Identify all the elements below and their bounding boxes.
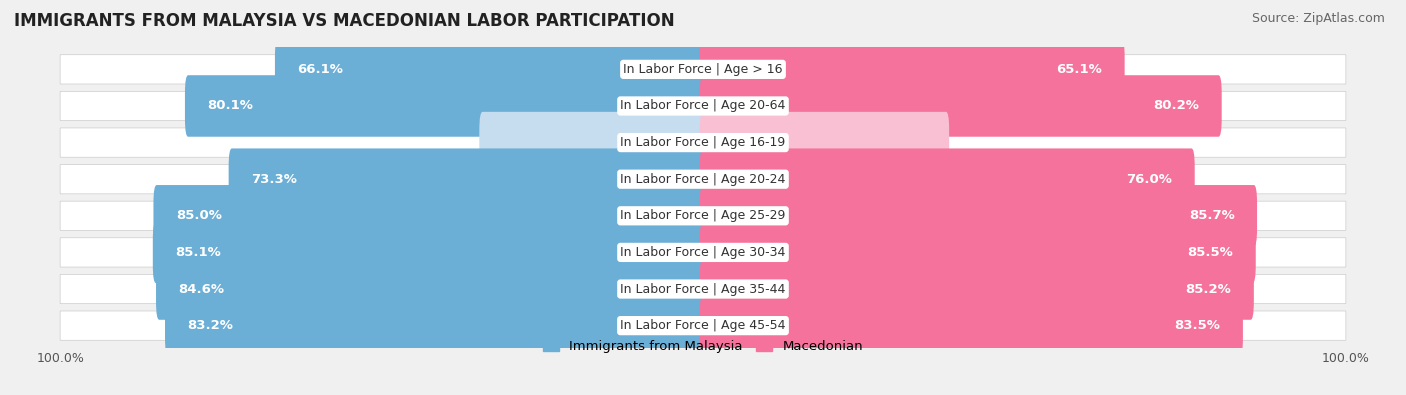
FancyBboxPatch shape [60, 201, 1346, 230]
FancyBboxPatch shape [186, 75, 706, 137]
Text: 66.1%: 66.1% [298, 63, 343, 76]
FancyBboxPatch shape [700, 295, 1243, 356]
FancyBboxPatch shape [700, 39, 1125, 100]
FancyBboxPatch shape [153, 222, 706, 283]
Text: 34.3%: 34.3% [644, 136, 690, 149]
FancyBboxPatch shape [229, 149, 706, 210]
Text: In Labor Force | Age 20-64: In Labor Force | Age 20-64 [620, 100, 786, 113]
Text: 83.2%: 83.2% [187, 319, 233, 332]
FancyBboxPatch shape [700, 222, 1256, 283]
FancyBboxPatch shape [60, 55, 1346, 84]
Text: 84.6%: 84.6% [179, 282, 225, 295]
Text: Source: ZipAtlas.com: Source: ZipAtlas.com [1251, 12, 1385, 25]
FancyBboxPatch shape [60, 128, 1346, 157]
Text: 80.2%: 80.2% [1153, 100, 1199, 113]
FancyBboxPatch shape [60, 238, 1346, 267]
FancyBboxPatch shape [165, 295, 706, 356]
Text: IMMIGRANTS FROM MALAYSIA VS MACEDONIAN LABOR PARTICIPATION: IMMIGRANTS FROM MALAYSIA VS MACEDONIAN L… [14, 12, 675, 30]
Text: In Labor Force | Age 45-54: In Labor Force | Age 45-54 [620, 319, 786, 332]
Legend: Immigrants from Malaysia, Macedonian: Immigrants from Malaysia, Macedonian [543, 340, 863, 353]
FancyBboxPatch shape [60, 91, 1346, 120]
Text: In Labor Force | Age > 16: In Labor Force | Age > 16 [623, 63, 783, 76]
FancyBboxPatch shape [60, 165, 1346, 194]
Text: 73.3%: 73.3% [252, 173, 297, 186]
FancyBboxPatch shape [153, 185, 706, 246]
Text: In Labor Force | Age 25-29: In Labor Force | Age 25-29 [620, 209, 786, 222]
Text: 85.7%: 85.7% [1189, 209, 1234, 222]
Text: 76.0%: 76.0% [1126, 173, 1173, 186]
FancyBboxPatch shape [700, 149, 1195, 210]
Text: 85.2%: 85.2% [1185, 282, 1232, 295]
Text: 37.8%: 37.8% [716, 136, 762, 149]
FancyBboxPatch shape [60, 275, 1346, 304]
FancyBboxPatch shape [479, 112, 706, 173]
Text: 65.1%: 65.1% [1056, 63, 1102, 76]
Text: 85.5%: 85.5% [1188, 246, 1233, 259]
Text: In Labor Force | Age 30-34: In Labor Force | Age 30-34 [620, 246, 786, 259]
Text: In Labor Force | Age 20-24: In Labor Force | Age 20-24 [620, 173, 786, 186]
FancyBboxPatch shape [156, 258, 706, 320]
FancyBboxPatch shape [276, 39, 706, 100]
FancyBboxPatch shape [700, 258, 1254, 320]
Text: 83.5%: 83.5% [1174, 319, 1220, 332]
FancyBboxPatch shape [700, 75, 1222, 137]
Text: 85.0%: 85.0% [176, 209, 222, 222]
Text: In Labor Force | Age 16-19: In Labor Force | Age 16-19 [620, 136, 786, 149]
FancyBboxPatch shape [700, 185, 1257, 246]
FancyBboxPatch shape [700, 112, 949, 173]
Text: 85.1%: 85.1% [176, 246, 221, 259]
Text: In Labor Force | Age 35-44: In Labor Force | Age 35-44 [620, 282, 786, 295]
Text: 80.1%: 80.1% [208, 100, 253, 113]
FancyBboxPatch shape [60, 311, 1346, 340]
